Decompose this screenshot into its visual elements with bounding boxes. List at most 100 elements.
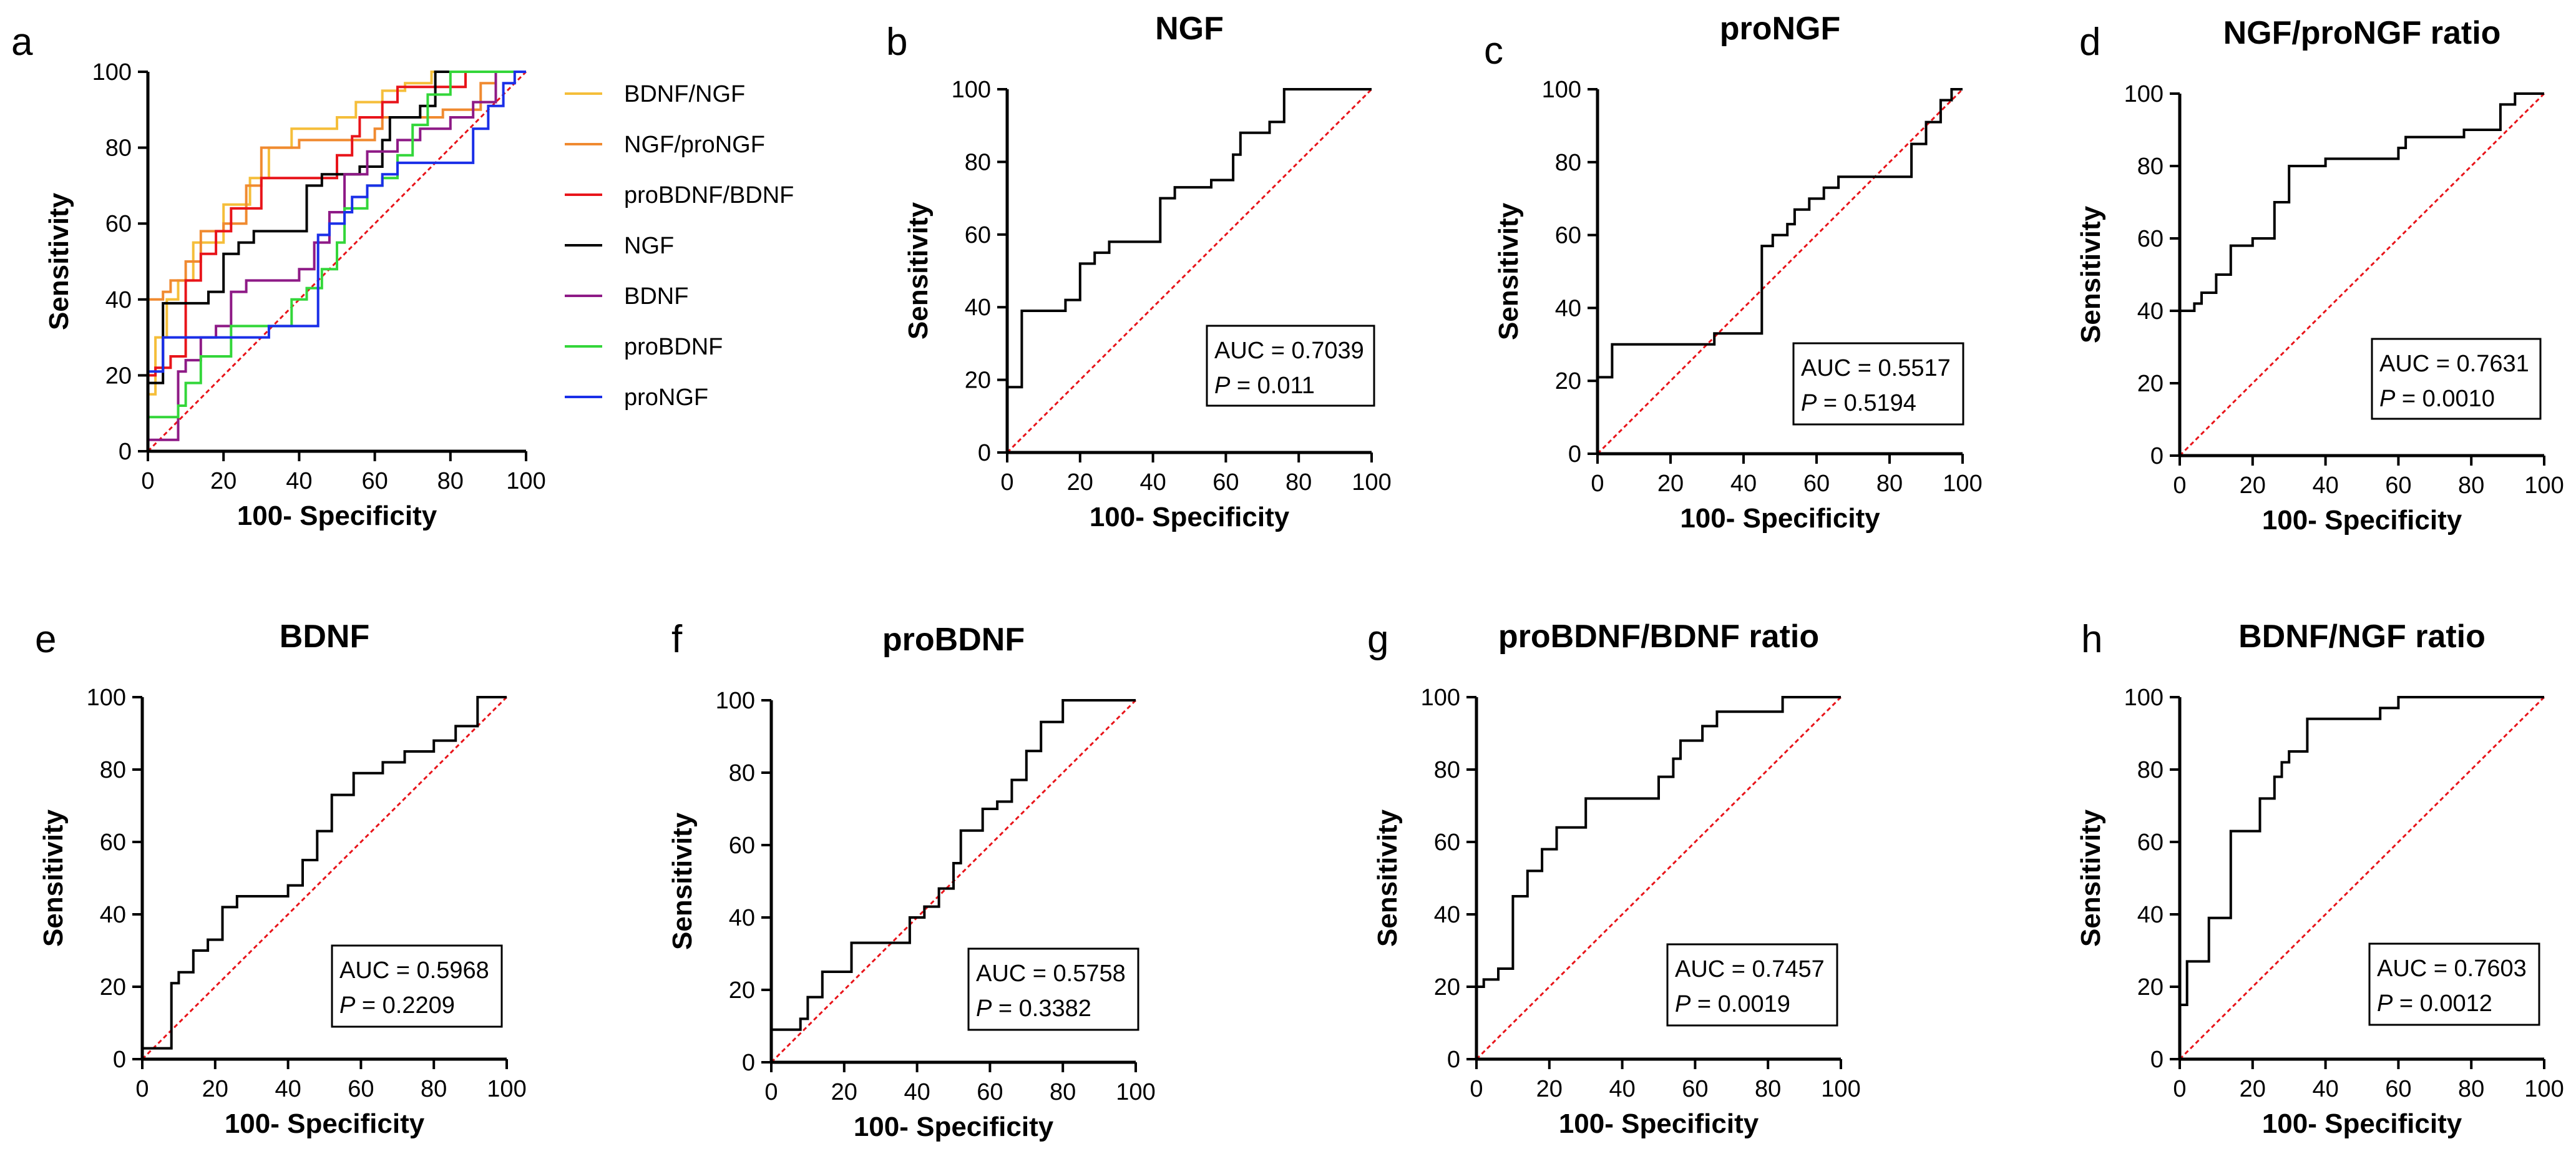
y-tick-label-e-0: 0 <box>113 1047 126 1073</box>
roc-curve-b-ngf <box>1006 88 1372 452</box>
reference-diagonal-d <box>2178 92 2545 457</box>
y-tick-label-f-40: 40 <box>729 905 755 931</box>
stats-box-g <box>1666 943 1838 1027</box>
x-tick-label-a-40: 40 <box>286 468 312 494</box>
x-tick-label-b-20: 20 <box>1067 469 1093 496</box>
x-tick-label-f-40: 40 <box>904 1079 930 1105</box>
x-tick-label-a-80: 80 <box>437 468 464 494</box>
panel-d: d NGF/proNGF ratio 0 20 40 60 80 100 0 20 40 60 80 10… <box>2076 15 2564 536</box>
x-axis-label-f: 100- Specificity <box>854 1112 1054 1142</box>
y-tick-label-d-40: 40 <box>2137 298 2164 325</box>
y-tick-label-g-60: 60 <box>1434 829 1460 856</box>
p-symbol-c: P <box>1801 390 1817 416</box>
x-tick-label-a-20: 20 <box>210 468 237 494</box>
chart-title-b: NGF <box>1155 11 1224 47</box>
x-tick-label-a-60: 60 <box>361 468 388 494</box>
y-tick-label-e-20: 20 <box>100 974 126 1000</box>
x-tick-label-e-80: 80 <box>421 1076 447 1102</box>
p-number-d: = 0.0010 <box>2395 386 2495 412</box>
y-tick-label-b-80: 80 <box>965 149 991 175</box>
auc-value-c: AUC = 0.5517 <box>1801 355 1951 381</box>
y-tick-label-e-80: 80 <box>100 757 126 783</box>
legend-label-1: NGF/proNGF <box>624 132 765 158</box>
legend-label-3: NGF <box>624 233 674 259</box>
chart-title-d: NGF/proNGF ratio <box>2223 15 2501 51</box>
panel-f: f proBDNF 0 20 40 60 80 100 0 20 40 60 80 100 100- Spe… <box>667 618 1156 1142</box>
x-tick-label-b-40: 40 <box>1139 469 1166 496</box>
x-tick-label-g-20: 20 <box>1536 1076 1563 1102</box>
y-tick-label-d-60: 60 <box>2137 226 2164 252</box>
auc-value-e: AUC = 0.5968 <box>339 957 489 984</box>
panel-c: c proNGF 0 20 40 60 80 100 0 20 40 60 80 100 100- Spec… <box>1484 11 1983 534</box>
y-tick-label-f-80: 80 <box>729 760 755 786</box>
roc-curve-a-probdnf-bdnf-ratio <box>147 71 526 451</box>
y-tick-label-h-60: 60 <box>2137 829 2164 856</box>
legend: BDNF/NGF NGF/proNGF proBDNF/BDNF NGF BDNF pro… <box>565 81 794 411</box>
y-tick-label-f-100: 100 <box>716 688 755 714</box>
y-tick-label-h-40: 40 <box>2137 902 2164 928</box>
y-tick-label-c-100: 100 <box>1542 77 1581 103</box>
panel-letter-e: e <box>35 618 56 661</box>
x-axis-label-g: 100- Specificity <box>1559 1108 1759 1139</box>
roc-curve-a-ngf <box>147 71 526 451</box>
p-number-g: = 0.0019 <box>1690 991 1790 1017</box>
roc-curve-a-probdnf <box>147 71 526 451</box>
y-tick-label-a-60: 60 <box>105 211 132 237</box>
x-tick-label-a-0: 0 <box>141 468 154 494</box>
x-tick-label-c-20: 20 <box>1657 471 1684 497</box>
roc-curve-a-bdnf <box>147 71 526 451</box>
y-tick-label-g-40: 40 <box>1434 902 1460 928</box>
panel-letter-h: h <box>2081 618 2102 661</box>
panel-letter-a: a <box>11 21 33 64</box>
roc-curve-d-ngf-prongf-ratio <box>2178 92 2544 456</box>
y-tick-label-a-20: 20 <box>105 363 132 389</box>
y-tick-label-b-40: 40 <box>965 295 991 321</box>
legend-label-2: proBDNF/BDNF <box>624 182 794 208</box>
stats-box-b <box>1206 325 1375 407</box>
x-tick-label-c-60: 60 <box>1803 471 1830 497</box>
y-tick-label-c-20: 20 <box>1555 368 1581 394</box>
x-axis-label-c: 100- Specificity <box>1680 503 1880 534</box>
x-tick-label-c-100: 100 <box>1943 471 1982 497</box>
x-tick-label-f-100: 100 <box>1116 1079 1155 1105</box>
legend-label-5: proBDNF <box>624 334 723 360</box>
p-value-b: P = 0.011 <box>1214 373 1315 399</box>
y-tick-label-h-20: 20 <box>2137 974 2164 1000</box>
reference-diagonal-b <box>1006 88 1373 454</box>
panel-a: a 0 20 40 60 80 100 0 20 40 60 80 100 100- Specificit… <box>11 21 794 531</box>
y-tick-label-e-100: 100 <box>87 685 126 711</box>
chart-title-g: proBDNF/BDNF ratio <box>1498 619 1819 655</box>
y-tick-label-a-100: 100 <box>92 59 132 86</box>
auc-value-d: AUC = 0.7631 <box>2379 351 2529 377</box>
p-symbol-f: P <box>976 995 992 1022</box>
y-tick-label-a-0: 0 <box>119 439 132 465</box>
x-tick-label-d-40: 40 <box>2312 472 2338 499</box>
x-tick-label-c-40: 40 <box>1730 471 1757 497</box>
roc-curve-g-probdnf-bdnf-ratio <box>1475 696 1841 1059</box>
x-tick-label-b-60: 60 <box>1212 469 1239 496</box>
x-tick-label-b-80: 80 <box>1286 469 1312 496</box>
y-axis-label-d: Sensitivity <box>2076 205 2106 343</box>
chart-title-f: proBDNF <box>882 622 1025 658</box>
roc-curve-a-prongf <box>147 71 526 451</box>
x-tick-label-h-0: 0 <box>2173 1076 2186 1102</box>
x-tick-label-h-40: 40 <box>2312 1076 2338 1102</box>
x-axis-label-d: 100- Specificity <box>2262 505 2462 536</box>
panel-e: e BDNF 0 20 40 60 80 100 0 20 40 60 80 100 100- Specif… <box>35 618 527 1139</box>
x-tick-label-d-100: 100 <box>2524 472 2564 499</box>
y-axis-label-g: Sensitivity <box>1372 809 1403 947</box>
reference-diagonal-g <box>1475 696 1842 1060</box>
x-tick-label-b-0: 0 <box>1000 469 1013 496</box>
p-number-h: = 0.0012 <box>2393 990 2492 1017</box>
x-tick-label-g-80: 80 <box>1755 1076 1781 1102</box>
y-tick-label-d-80: 80 <box>2137 154 2164 180</box>
p-symbol-d: P <box>2379 386 2396 412</box>
panel-g: g proBDNF/BDNF ratio 0 20 40 60 80 100 0 20 40 60 80… <box>1367 618 1861 1139</box>
y-axis-label-f: Sensitivity <box>667 812 698 950</box>
x-tick-label-d-60: 60 <box>2385 472 2411 499</box>
p-value-h: P = 0.0012 <box>2377 990 2492 1017</box>
y-tick-label-c-0: 0 <box>1568 441 1581 467</box>
y-tick-label-h-0: 0 <box>2150 1047 2164 1073</box>
roc-curve-f-probdnf <box>770 699 1136 1062</box>
x-axis-label-b: 100- Specificity <box>1090 502 1290 532</box>
